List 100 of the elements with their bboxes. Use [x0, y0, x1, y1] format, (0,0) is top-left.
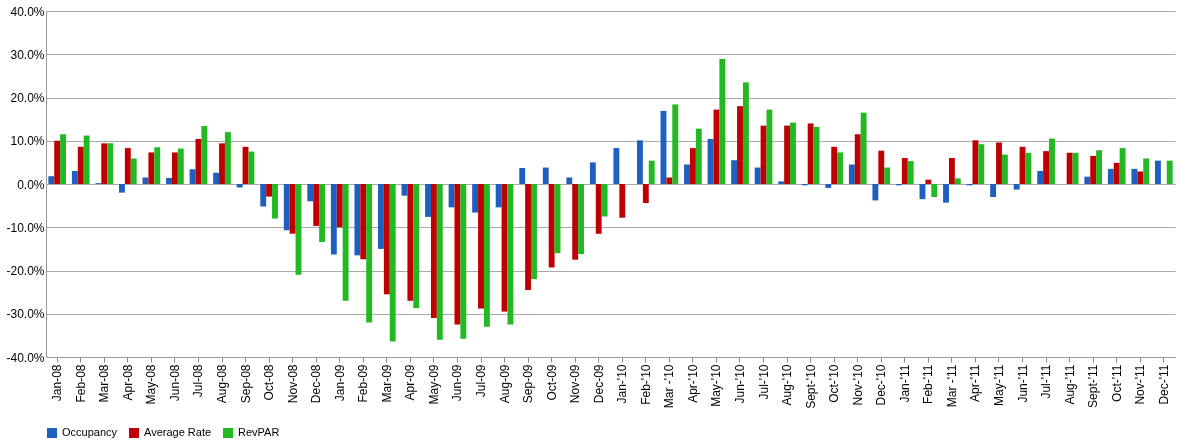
bar [601, 184, 608, 217]
bar [1154, 160, 1161, 184]
bar [531, 184, 537, 280]
bar [336, 184, 343, 228]
x-tick-label: Jan-09 [332, 364, 347, 402]
legend-label: Occupancy [62, 426, 118, 438]
bar [389, 184, 396, 342]
bar [407, 184, 414, 301]
bar [354, 184, 361, 256]
x-tick-label: May-'11 [992, 364, 1006, 406]
x-tick-label: Feb-09 [356, 364, 371, 403]
bar [213, 172, 220, 184]
bar [595, 184, 602, 234]
bar [837, 152, 844, 184]
x-tick-label: Sept-'11 [1086, 364, 1101, 408]
bar [130, 158, 137, 184]
x-tick-label: Nov-'11 [1133, 364, 1148, 405]
bar [430, 184, 437, 319]
bar [413, 184, 420, 309]
x-tick-label: Mar-09 [379, 364, 394, 403]
x-tick-label: Jul-08 [191, 364, 206, 398]
bar [266, 184, 273, 197]
bar [154, 147, 161, 184]
bar [636, 140, 643, 184]
x-tick-label: Jul-09 [474, 364, 488, 398]
x-tick-label: May-08 [144, 364, 159, 405]
bar [101, 143, 108, 184]
bar [1166, 160, 1173, 184]
bar [71, 171, 78, 184]
x-tick-label: Jun-'11 [1015, 364, 1030, 403]
y-tick-label: 10.0% [10, 134, 45, 149]
bar [848, 164, 855, 184]
x-tick-label: Jun-08 [167, 364, 182, 402]
bar [790, 122, 796, 184]
bar [978, 144, 985, 184]
bar [907, 161, 914, 184]
bar [272, 184, 278, 219]
bar [189, 169, 196, 184]
bar [901, 158, 908, 184]
x-tick-label: Apr-'10 [685, 364, 700, 403]
bar [578, 184, 585, 255]
bar [619, 184, 626, 218]
bar [1084, 176, 1091, 184]
x-tick-label: Oct-09 [544, 364, 559, 401]
bar [483, 184, 490, 327]
x-tick-label: May-'10 [709, 364, 724, 407]
bar [289, 184, 296, 234]
bar [48, 176, 55, 184]
bar [313, 184, 320, 226]
x-tick-label: Dec-'10 [874, 364, 889, 406]
x-tick-label: Apr-08 [120, 364, 135, 401]
bar [807, 123, 814, 184]
y-tick-label: 30.0% [10, 47, 45, 62]
bar [548, 184, 555, 268]
bar [996, 142, 1002, 184]
y-tick-label: 0.0% [17, 177, 45, 192]
bar [224, 132, 231, 184]
x-tick-label: Aug-08 [215, 364, 229, 404]
bar [825, 184, 832, 188]
x-tick-label: Nov-09 [568, 364, 583, 404]
x-tick-label: Dec-09 [591, 364, 606, 404]
bar [642, 184, 649, 204]
x-tick-label: Jan-'10 [615, 364, 630, 404]
x-tick-label: Aug-'10 [780, 364, 795, 406]
x-tick-label: Apr-'11 [968, 364, 983, 402]
bar [260, 184, 267, 207]
bar [1137, 171, 1144, 184]
bar [54, 140, 61, 184]
y-tick-label: -20.0% [6, 264, 45, 278]
legend-label: Average Rate [144, 426, 212, 438]
x-tick-label: Jun-09 [450, 364, 465, 402]
bar [707, 139, 714, 184]
bar [766, 109, 773, 184]
x-tick-label: Apr-09 [403, 364, 418, 401]
x-tick-label: Mar -'11 [944, 364, 959, 408]
bar [1013, 184, 1020, 190]
bar [166, 177, 172, 184]
x-tick-label: Feb-08 [73, 364, 88, 403]
bar [719, 59, 726, 184]
bar [737, 106, 743, 184]
x-tick-label: Jan-08 [50, 364, 65, 402]
bar [107, 143, 114, 184]
bar [778, 181, 785, 184]
bar [1113, 162, 1120, 184]
x-tick-label: May-09 [426, 364, 441, 405]
bar [948, 158, 955, 184]
x-tick-label: Dec-'11 [1156, 364, 1171, 405]
bar [507, 184, 514, 325]
x-tick-label: Jan-'11 [897, 364, 912, 403]
bar [1001, 154, 1008, 184]
bar [1090, 155, 1097, 184]
bar [860, 112, 867, 184]
bar [1049, 138, 1055, 184]
x-tick-label: Aug-09 [497, 364, 512, 404]
bar [236, 184, 243, 188]
bar [283, 184, 290, 231]
y-tick-label: 40.0% [10, 4, 45, 19]
bar [854, 134, 861, 184]
x-tick-label: Feb-'10 [638, 364, 653, 405]
x-tick-label: Nov-'10 [850, 364, 865, 406]
